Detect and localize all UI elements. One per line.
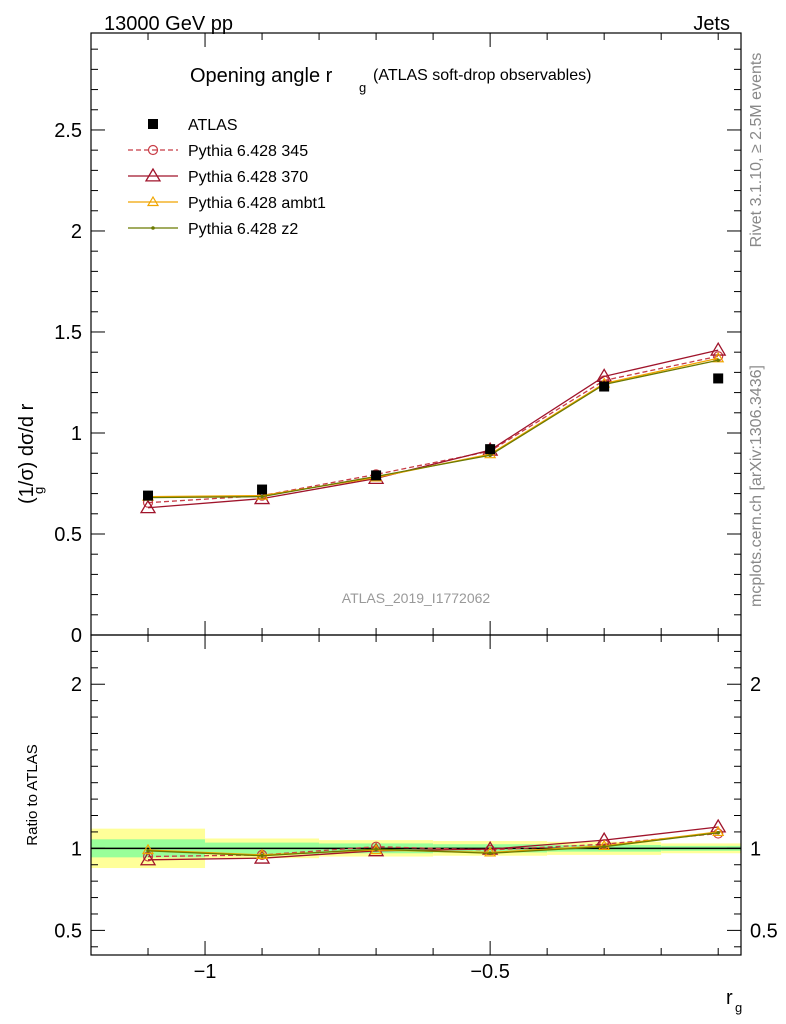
title-suffix: (ATLAS soft-drop observables): [373, 67, 591, 84]
energy-label: 13000 GeV pp: [104, 13, 233, 35]
series-point-1: [139, 499, 157, 514]
y-tick-label-main: 0: [71, 625, 82, 647]
legend-label-0: ATLAS: [188, 117, 238, 134]
legend-marker-4: [151, 226, 155, 230]
y-axis-label-subscript: g: [31, 487, 46, 494]
series-point-3: [716, 358, 720, 363]
data-point: [257, 484, 268, 495]
ratio-point-3: [374, 847, 378, 851]
series-line-0: [147, 355, 719, 504]
y-tick-label-ratio: 2: [71, 674, 82, 696]
mcplots-label: mcplots.cern.ch [arXiv:1306.3436]: [748, 365, 765, 607]
ratio-line-0: [148, 832, 719, 858]
x-tick-label: −1: [194, 961, 217, 983]
data-point: [599, 381, 610, 392]
analysis-id: ATLAS_2019_I1772062: [342, 590, 491, 606]
ratio-point-2: [598, 839, 611, 850]
legend-marker-0: [148, 119, 158, 129]
ratio-point-2: [712, 825, 725, 837]
y-tick-label-ratio-right: 2: [750, 674, 761, 696]
ratio-point-3: [146, 848, 150, 853]
series-line-1: [147, 349, 719, 509]
x-tick-label: −0.5: [470, 961, 509, 983]
series-point-2: [256, 489, 269, 500]
ratio-point-2: [484, 846, 497, 857]
main-title: Opening angle r g (ATLAS soft-drop obser…: [190, 65, 591, 95]
ratio-point-3: [488, 851, 492, 856]
data-point: [143, 490, 154, 501]
axes: −1 −0.5 0 0.5 1 1.5 2 2.5 0.5 0.5 1 1 2 2: [54, 32, 778, 983]
y-tick-label-main: 2.5: [54, 120, 82, 142]
x-axis-label-subscript: g: [735, 1000, 742, 1015]
y-tick-label-ratio: 1: [71, 838, 82, 860]
legend-label-4: Pythia 6.428 z2: [188, 221, 298, 238]
series-point-1: [596, 368, 613, 382]
series-point-1: [710, 341, 727, 356]
series-line-3: [148, 359, 719, 499]
legend-marker-2: [144, 167, 162, 182]
y-tick-label-main: 1: [71, 423, 82, 445]
y-axis-label-main: (1/σ) dσ/d r g: [16, 403, 46, 504]
y-tick-label-ratio: 0.5: [54, 920, 82, 942]
ratio-point-1: [139, 851, 157, 866]
legend-label-1: Pythia 6.428 345: [188, 143, 308, 160]
y-axis-label-ratio: Ratio to ATLAS: [24, 744, 41, 845]
ratio-point-1: [253, 849, 271, 864]
category-label: Jets: [693, 13, 730, 35]
ratio-point-3: [716, 830, 720, 835]
ratio-point-3: [602, 844, 606, 849]
ratio-panel-data: [139, 818, 727, 866]
ratio-point-2: [141, 843, 155, 855]
y-tick-label-main: 0.5: [54, 524, 82, 546]
ratio-line-3: [147, 832, 719, 857]
legend-marker-1: [147, 144, 159, 156]
ratio-line-1: [148, 826, 719, 861]
title-text: Opening angle r: [190, 65, 333, 87]
series-point-3: [488, 453, 492, 458]
data-point: [713, 373, 724, 384]
y-tick-label-main: 1.5: [54, 322, 82, 344]
legend-label-2: Pythia 6.428 370: [188, 169, 308, 186]
legend-label-3: Pythia 6.428 ambt1: [188, 195, 326, 212]
y-tick-label-main: 2: [71, 221, 82, 243]
ratio-point-2: [256, 848, 269, 859]
rivet-label: Rivet 3.1.10, ≥ 2.5M events: [748, 53, 765, 248]
main-panel-data: [139, 341, 727, 514]
series-point-3: [260, 494, 264, 499]
legend: ATLAS Pythia 6.428 345 Pythia 6.428 370 Pyt…: [128, 117, 326, 238]
ratio-frame: [90, 634, 742, 956]
title-subscript: g: [359, 80, 366, 95]
x-axis-label: r: [726, 987, 733, 1009]
data-point: [485, 444, 496, 455]
y-axis-label-text: (1/σ) dσ/d r: [16, 403, 38, 504]
ratio-point-3: [260, 853, 264, 858]
data-point: [371, 470, 382, 481]
legend-marker-3: [146, 195, 160, 207]
y-tick-label-ratio-right: 0.5: [750, 920, 778, 942]
y-tick-label-ratio-right: 1: [750, 838, 761, 860]
